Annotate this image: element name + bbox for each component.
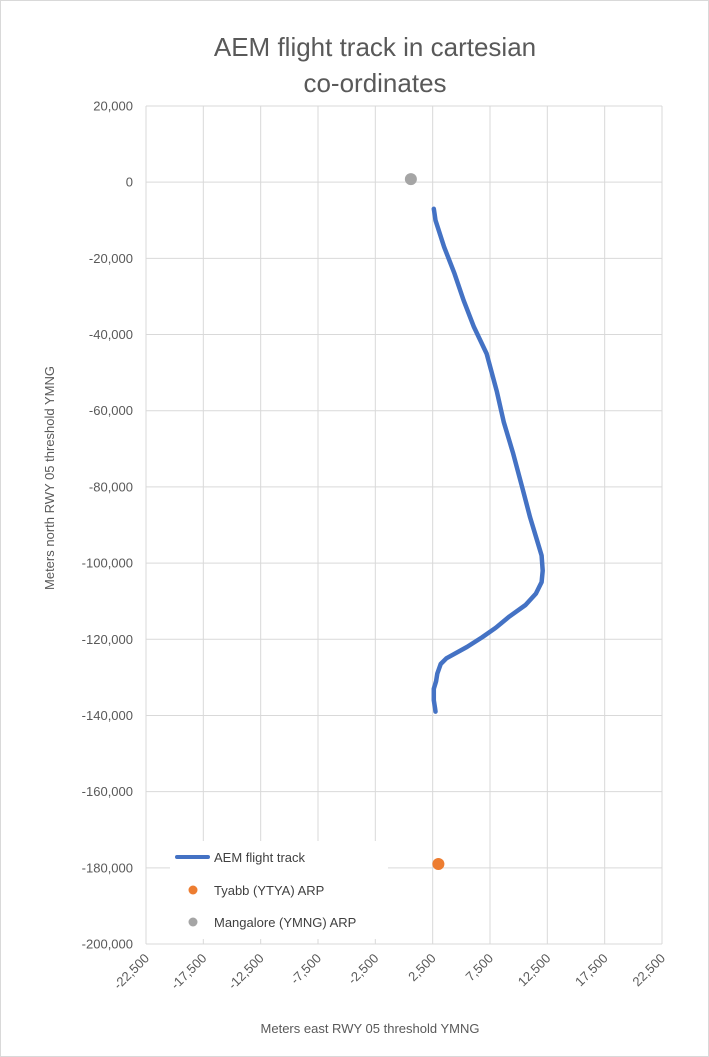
y-tick-label: -200,000 [82, 937, 133, 952]
gridlines [145, 105, 663, 945]
legend-label-track: AEM flight track [214, 850, 306, 865]
x-tick-label: -17,500 [168, 951, 210, 993]
y-tick-label: 0 [126, 175, 133, 190]
point-tyabb-arp [432, 858, 445, 871]
y-tick-label: -40,000 [89, 327, 133, 342]
y-tick-label: -60,000 [89, 403, 133, 418]
series-line-flight-track [431, 206, 545, 714]
x-axis-title: Meters east RWY 05 threshold YMNG [261, 1021, 480, 1036]
chart-title-line-1: AEM flight track in cartesian [214, 32, 536, 62]
x-tick-label: -22,500 [110, 951, 152, 993]
point-mangalore-arp [404, 173, 417, 186]
x-tick-label: -12,500 [225, 951, 267, 993]
y-tick-label: -160,000 [82, 784, 133, 799]
x-tick-label: 7,500 [463, 951, 497, 985]
y-tick-label: -120,000 [82, 632, 133, 647]
legend-swatch-mangalore [188, 917, 198, 927]
x-tick-label: 12,500 [515, 951, 554, 990]
y-tick-label: 20,000 [93, 99, 133, 114]
legend-label-tyabb: Tyabb (YTYA) ARP [214, 883, 324, 898]
x-tick-label: -2,500 [345, 951, 382, 988]
y-tick-label: -180,000 [82, 860, 133, 875]
y-tick-label: -20,000 [89, 251, 133, 266]
y-tick-label: -140,000 [82, 708, 133, 723]
legend-label-mangalore: Mangalore (YMNG) ARP [214, 915, 356, 930]
y-axis-title: Meters north RWY 05 threshold YMNG [42, 366, 57, 590]
x-axis-tick-labels: -22,500 -17,500 -12,500 -7,500 -2,500 2,500 7,… [110, 951, 668, 993]
x-tick-label: 2,500 [405, 951, 439, 985]
x-tick-label: 22,500 [629, 951, 668, 990]
y-axis-tick-labels: 20,000 0 -20,000 -40,000 -60,000 -80,000 -100,… [82, 99, 133, 952]
chart-title-line-2: co-ordinates [303, 68, 446, 98]
data-marks [404, 173, 545, 871]
legend: AEM flight track Tyabb (YTYA) ARP Mangal… [170, 841, 388, 939]
legend-swatch-tyabb [188, 885, 198, 895]
x-tick-label: -7,500 [287, 951, 324, 988]
y-tick-label: -100,000 [82, 556, 133, 571]
x-tick-label: 17,500 [572, 951, 611, 990]
y-tick-label: -80,000 [89, 479, 133, 494]
